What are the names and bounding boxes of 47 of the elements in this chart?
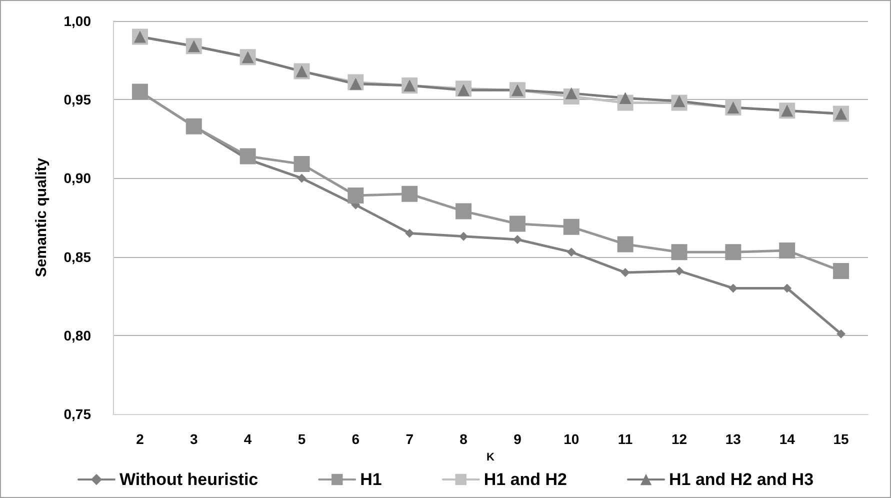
point <box>509 216 526 232</box>
x-tick-label: 8 <box>460 431 468 447</box>
point <box>402 186 418 202</box>
point <box>456 203 472 220</box>
point <box>617 236 634 252</box>
y-tick-label: 0,75 <box>64 406 92 422</box>
point <box>405 228 414 238</box>
y-tick-label: 0,95 <box>64 92 92 108</box>
x-tick-label: 7 <box>406 431 414 447</box>
x-tick-label: 9 <box>514 431 522 447</box>
y-tick-label: 1,00 <box>64 13 92 29</box>
point <box>779 242 796 259</box>
x-tick-label: 5 <box>298 431 306 447</box>
point <box>186 118 202 134</box>
point <box>671 244 688 260</box>
point <box>782 284 792 293</box>
x-axis-title: K <box>486 452 495 464</box>
y-tick-label: 0,90 <box>64 170 92 186</box>
x-tick-label: 13 <box>725 431 742 447</box>
x-tick-label: 3 <box>190 431 198 447</box>
x-tick-label: 10 <box>564 431 580 447</box>
legend-label: H1 <box>360 470 382 489</box>
point <box>620 268 630 278</box>
point <box>833 262 850 279</box>
point <box>563 218 580 235</box>
y-tick-label: 0,80 <box>64 327 92 344</box>
x-tick-label: 4 <box>244 431 252 447</box>
x-tick-label: 12 <box>671 431 688 447</box>
point <box>294 156 310 172</box>
x-tick-label: 6 <box>352 431 360 447</box>
legend-label: H1 and H2 <box>484 470 568 489</box>
x-tick-label: 15 <box>833 431 850 447</box>
point <box>297 174 306 183</box>
legend-label: H1 and H2 and H3 <box>669 470 814 489</box>
point <box>132 84 148 100</box>
y-axis-title: Semantic quality <box>33 157 50 278</box>
point <box>725 244 742 260</box>
x-tick-label: 11 <box>618 431 633 447</box>
point <box>566 248 576 257</box>
legend-label: Without heuristic <box>119 470 258 489</box>
point <box>240 148 256 164</box>
x-tick-label: 14 <box>779 431 796 447</box>
point <box>674 266 684 276</box>
point <box>836 329 846 338</box>
point <box>348 187 364 204</box>
x-tick-label: 2 <box>136 431 144 447</box>
y-tick-label: 0,85 <box>64 248 92 265</box>
